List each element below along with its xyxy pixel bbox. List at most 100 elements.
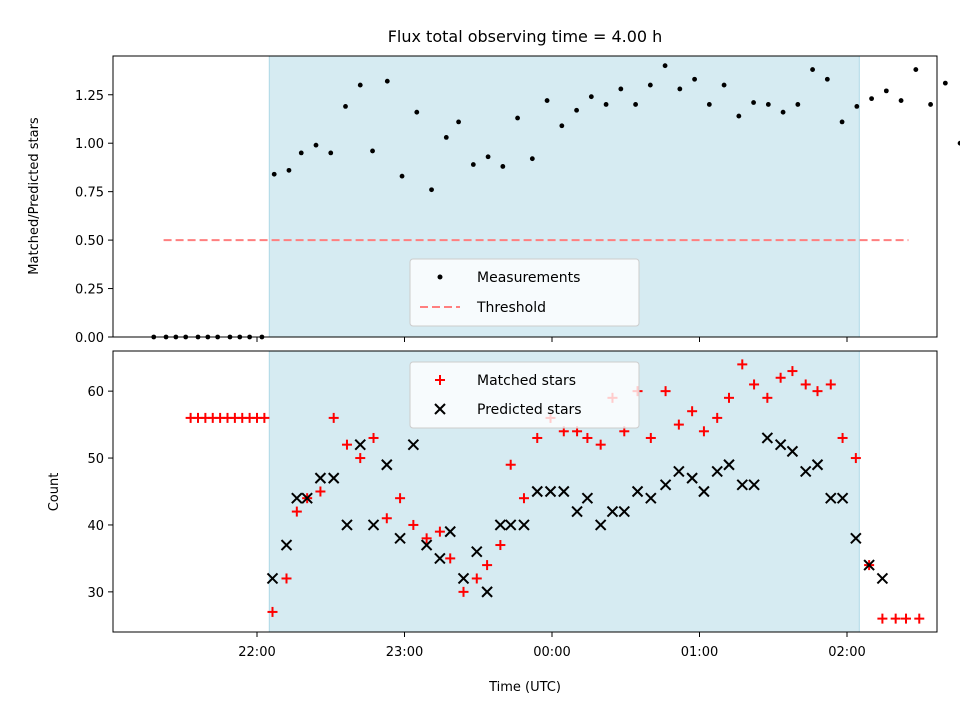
measurement-point [765,102,771,107]
measurement-point [399,173,405,179]
legend-threshold-label: Threshold [476,300,546,316]
predicted-point [659,479,672,491]
predicted-point [494,519,507,531]
predicted-point [863,559,875,571]
matched-point [445,553,456,564]
bottom-y-tick-label: 40 [87,519,104,534]
bottom-legend: Matched stars Predicted stars [409,361,640,429]
bottom-y-label: Count [47,473,62,512]
matched-point [724,392,734,403]
bottom-y-tick-label: 60 [87,385,104,400]
count-points [185,359,925,624]
predicted-point [504,519,517,531]
predicted-point [825,492,837,504]
matched-point [660,386,671,397]
predicted-point [836,492,849,504]
predicted-point [280,539,293,551]
predicted-point [420,539,433,551]
measurement-point [588,94,594,100]
matched-point [901,613,911,624]
measurement-point [559,123,565,129]
predicted-point [774,438,787,451]
matched-point [267,606,278,617]
bottom-y-ticks: 30 40 50 60 [87,385,113,601]
matched-point [315,486,326,497]
measurement-point [883,88,889,94]
measurement-point [384,78,390,84]
predicted-point [444,525,456,538]
predicted-point [457,572,470,585]
bottom-x-tick-label: 23:00 [386,645,423,660]
matched-point [355,453,366,464]
predicted-point [291,492,303,504]
matched-point [825,379,836,390]
predicted-point [314,472,327,484]
matched-point [341,439,352,450]
matched-point [850,453,861,464]
measurement-point [328,150,334,156]
matched-point [532,432,543,443]
bottom-axes-frame [112,350,938,633]
predicted-point [327,472,340,484]
measurement-point [736,113,742,119]
bottom-x-tick-label: 01:00 [681,645,718,660]
measurement-point [662,63,668,69]
matched-point [775,372,786,383]
predicted-point [381,459,393,471]
bottom-x-tick-label: 22:00 [238,645,275,660]
matched-point [737,359,748,370]
legend-matched-label: Matched stars [477,373,576,389]
bottom-y-tick-label: 50 [87,452,104,467]
bottom-legend-box [409,361,640,429]
matched-point [471,573,482,584]
top-y-label: Matched/Predicted stars [27,117,42,275]
predicted-point [711,465,723,478]
x-axis-label: Time (UTC) [488,680,561,695]
top-panel: 0.00 0.25 0.50 0.75 1.00 1.25 Flux total obse… [27,27,960,346]
measurement-point [913,67,919,72]
matched-point [395,493,406,504]
predicted-point [301,492,313,504]
predicted-point [748,479,760,491]
measurement-point [603,102,609,107]
matched-point [762,392,773,403]
measurement-point [313,142,319,148]
measurement-point [286,167,292,173]
matched-point [687,406,698,417]
legend-measurements-marker [437,274,443,280]
measurement-point [795,102,801,107]
measurement-point [544,98,550,103]
measurement-point [677,86,683,92]
chart-title: Flux total observing time = 4.00 h [388,27,663,46]
matched-point [595,439,606,450]
measurement-point [928,102,933,107]
measurement-point [485,154,491,160]
top-axes-frame [112,55,938,338]
predicted-point [686,472,698,484]
predicted-point [341,519,353,531]
bottom-x-tick-label: 02:00 [828,645,865,660]
predicted-point [471,546,483,558]
top-y-tick-label: 0.50 [75,234,104,249]
matched-point [495,540,506,551]
matched-point [291,506,302,517]
predicted-point [673,465,685,478]
matched-point [518,493,529,504]
matched-point [259,412,270,423]
predicted-point [544,485,557,498]
predicted-point [786,445,799,458]
predicted-point [394,532,406,545]
matched-point [505,459,516,470]
legend-predicted-marker [434,403,446,415]
predicted-point [618,505,630,518]
matched-point [837,432,848,443]
measurement-point [443,134,449,140]
measurement-point [721,82,727,88]
measurement-point [343,103,348,109]
measurement-point [500,164,506,169]
measurement-point [692,76,697,82]
predicted-point [407,438,420,451]
top-y-tick-label: 1.25 [75,89,104,104]
measurement-point [470,162,476,167]
